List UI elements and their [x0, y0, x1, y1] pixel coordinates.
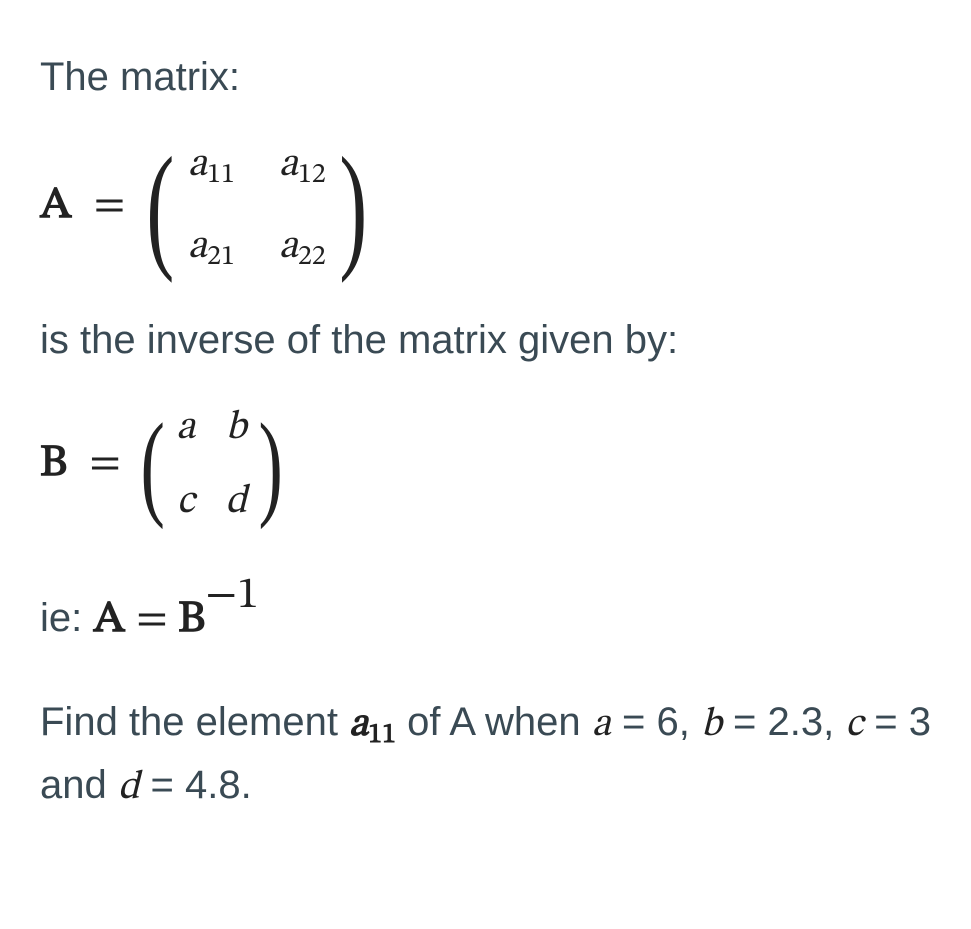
- right-paren-b: ): [258, 418, 282, 512]
- inverse-text: is the inverse of the matrix given by:: [40, 311, 931, 369]
- relation-rhs: B: [178, 598, 205, 642]
- problem-statement: The matrix: A = ( a11 a12 a21 a22 ) is t…: [0, 0, 971, 857]
- relation-lhs: A: [93, 598, 125, 642]
- val-c: 3: [909, 700, 931, 744]
- left-paren-b: (: [140, 418, 164, 512]
- equals-sign-b: =: [89, 433, 121, 497]
- right-paren: ): [339, 151, 367, 263]
- a21-sub: 21: [207, 243, 235, 271]
- target-sub: 11: [368, 721, 396, 749]
- find-prefix: Find the element: [40, 700, 349, 744]
- and-word: and: [40, 763, 118, 807]
- matrix-a-grid: a11 a12 a21 a22: [188, 136, 326, 277]
- matrix-b-name: B: [40, 433, 67, 497]
- relation-line: ie: A = B−1: [40, 565, 931, 653]
- a21-cell: a21: [188, 218, 235, 278]
- target-base: a: [349, 705, 368, 745]
- b-cell-d: d: [225, 473, 247, 531]
- left-paren: (: [147, 151, 175, 263]
- var-c: c: [845, 705, 863, 745]
- relation-exp: −1: [205, 574, 258, 618]
- val-b: 2.3: [767, 700, 823, 744]
- find-mid: of A when: [407, 700, 592, 744]
- equals-sign: =: [94, 175, 126, 239]
- val-a: 6: [657, 700, 679, 744]
- matrix-b-equation: B = ( a b c d ): [40, 399, 931, 531]
- var-b: b: [701, 705, 722, 745]
- b-cell-a: a: [176, 399, 195, 457]
- a22-base: a: [279, 227, 298, 267]
- var-a: a: [592, 705, 611, 745]
- ie-prefix: ie:: [40, 596, 93, 640]
- b-cell-c: c: [176, 473, 195, 531]
- a22-cell: a22: [279, 218, 326, 278]
- a12-sub: 12: [298, 161, 326, 189]
- matrix-a-equation: A = ( a11 a12 a21 a22 ): [40, 136, 931, 277]
- var-d: d: [118, 768, 140, 808]
- a12-cell: a12: [279, 136, 326, 196]
- matrix-b-grid: a b c d: [176, 399, 247, 531]
- b-cell-b: b: [225, 399, 247, 457]
- a11-base: a: [188, 145, 207, 185]
- question-text: Find the element a11 of A when a = 6, b …: [40, 693, 931, 817]
- a11-sub: 11: [207, 161, 235, 189]
- a11-cell: a11: [188, 136, 235, 196]
- a21-base: a: [188, 227, 207, 267]
- val-d: 4.8: [185, 763, 241, 807]
- a22-sub: 22: [298, 243, 326, 271]
- matrix-a-name: A: [40, 175, 72, 239]
- intro-text: The matrix:: [40, 48, 931, 106]
- relation-eq: =: [136, 598, 178, 642]
- a12-base: a: [279, 145, 298, 185]
